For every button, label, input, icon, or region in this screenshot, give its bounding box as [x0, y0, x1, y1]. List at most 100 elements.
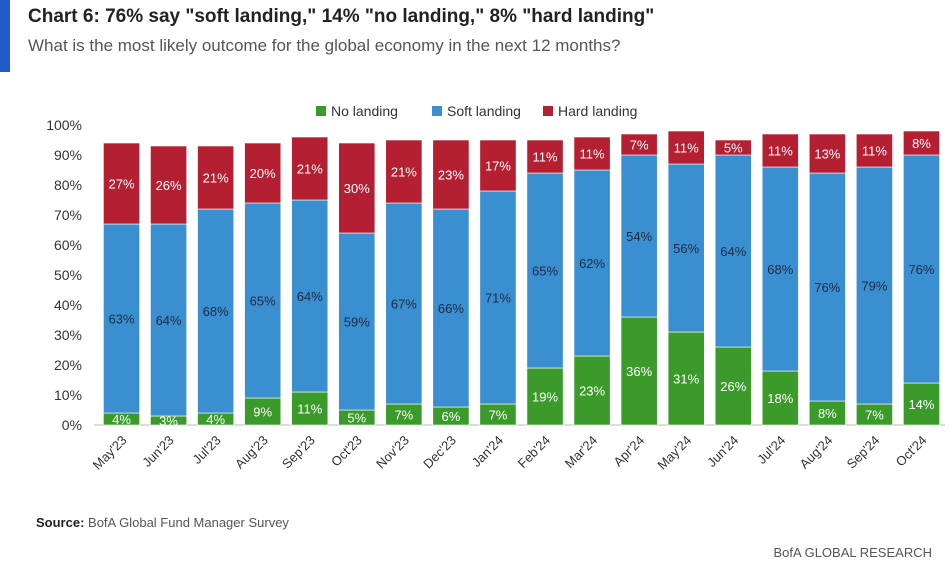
bar-soft-landing — [761, 166, 799, 372]
data-label-no-landing: 8% — [818, 406, 837, 421]
bar-hard-landing — [808, 133, 846, 174]
y-tick-label: 80% — [54, 177, 82, 193]
data-label-soft-landing: 65% — [250, 294, 276, 309]
data-label-hard-landing: 21% — [297, 162, 323, 177]
data-label-hard-landing: 30% — [344, 181, 370, 196]
data-label-hard-landing: 11% — [580, 147, 605, 162]
data-label-no-landing: 6% — [442, 409, 461, 424]
bar-no-landing — [808, 400, 846, 426]
y-tick-label: 30% — [54, 327, 82, 343]
bar-soft-landing — [385, 202, 423, 405]
bar-hard-landing — [432, 139, 470, 210]
bar-hard-landing — [103, 142, 140, 225]
data-label-hard-landing: 11% — [532, 150, 557, 165]
bar-hard-landing — [197, 145, 235, 210]
data-label-hard-landing: 13% — [814, 147, 840, 162]
y-tick-label: 20% — [54, 357, 82, 373]
bar-no-landing — [761, 370, 799, 426]
x-tick-label: Oct'24 — [893, 433, 930, 470]
x-tick-label: Jun'23 — [139, 433, 176, 470]
bar-soft-landing — [103, 223, 140, 414]
data-label-soft-landing: 64% — [156, 313, 182, 328]
data-label-hard-landing: 21% — [391, 165, 417, 180]
y-tick-label: 40% — [54, 297, 82, 313]
x-tick-label: Mar'24 — [562, 433, 600, 471]
bar-no-landing — [244, 397, 282, 426]
bar-hard-landing — [856, 133, 893, 168]
legend-swatch-soft-landing — [432, 106, 442, 116]
bar-hard-landing — [338, 142, 376, 234]
x-tick-label: Nov'23 — [373, 433, 412, 472]
bar-soft-landing — [244, 202, 282, 399]
source-label: Source: — [36, 515, 85, 530]
bar-hard-landing — [150, 145, 187, 225]
data-label-soft-landing: 62% — [579, 256, 605, 271]
chart-subtitle: What is the most likely outcome for the … — [28, 36, 621, 55]
bar-soft-landing — [856, 166, 893, 405]
y-tick-label: 90% — [54, 147, 82, 163]
brand-footer: BofA GLOBAL RESEARCH — [773, 545, 932, 560]
bar-hard-landing — [244, 142, 282, 204]
data-label-hard-landing: 11% — [862, 144, 887, 159]
bar-soft-landing — [150, 223, 187, 417]
data-label-soft-landing: 76% — [908, 262, 934, 277]
data-label-soft-landing: 68% — [767, 262, 793, 277]
bar-soft-landing — [714, 154, 752, 348]
data-label-soft-landing: 59% — [344, 315, 370, 330]
bar-soft-landing — [620, 154, 658, 318]
bar-soft-landing — [808, 172, 846, 402]
legend-swatch-hard-landing — [543, 106, 553, 116]
data-label-soft-landing: 64% — [720, 244, 746, 259]
data-label-hard-landing: 26% — [156, 178, 182, 193]
data-label-soft-landing: 56% — [673, 241, 699, 256]
data-label-soft-landing: 67% — [391, 297, 417, 312]
x-tick-label: Oct'23 — [328, 433, 365, 470]
data-label-no-landing: 3% — [159, 414, 178, 429]
data-label-soft-landing: 64% — [297, 289, 323, 304]
y-tick-label: 60% — [54, 237, 82, 253]
bar-no-landing — [573, 355, 611, 426]
bar-no-landing — [714, 346, 752, 426]
stacked-bar-chart: 0% 10% 20% 30% 40% 50% 60% 70% 80% 90% 100% No land… — [46, 103, 945, 473]
bar-hard-landing — [667, 130, 705, 165]
x-tick-label: Jan'24 — [469, 433, 506, 470]
x-tick-label: Sep'23 — [279, 433, 318, 472]
data-label-no-landing: 26% — [720, 379, 746, 394]
data-label-no-landing: 7% — [489, 408, 508, 423]
data-label-soft-landing: 76% — [814, 280, 840, 295]
y-tick-label: 10% — [54, 387, 82, 403]
x-tick-label: Aug'23 — [232, 433, 271, 472]
data-label-no-landing: 11% — [297, 402, 322, 417]
bar-hard-landing — [526, 139, 564, 174]
y-tick-label: 50% — [54, 267, 82, 283]
data-label-hard-landing: 8% — [912, 136, 931, 151]
data-label-hard-landing: 7% — [630, 138, 649, 153]
data-label-no-landing: 4% — [206, 412, 225, 427]
y-tick-label: 0% — [62, 417, 82, 433]
x-tick-label: Jul'23 — [189, 433, 223, 467]
data-label-hard-landing: 27% — [109, 177, 135, 192]
data-label-hard-landing: 11% — [674, 141, 699, 156]
bar-hard-landing — [761, 133, 799, 168]
bar-no-landing — [903, 382, 940, 426]
data-label-no-landing: 9% — [253, 405, 272, 420]
data-label-no-landing: 31% — [673, 372, 699, 387]
data-label-no-landing: 7% — [865, 408, 884, 423]
x-tick-label: May'24 — [654, 433, 694, 473]
legend-label-no-landing: No landing — [331, 103, 398, 119]
bar-soft-landing — [479, 190, 517, 405]
x-tick-label: Jun'24 — [704, 433, 741, 470]
legend-label-soft-landing: Soft landing — [447, 103, 521, 119]
bar-hard-landing — [620, 133, 658, 156]
legend-swatch-no-landing — [316, 106, 326, 116]
data-label-no-landing: 14% — [908, 397, 934, 412]
data-label-soft-landing: 79% — [861, 279, 887, 294]
bar-no-landing — [526, 367, 564, 426]
data-label-no-landing: 19% — [532, 390, 558, 405]
data-label-soft-landing: 68% — [203, 304, 229, 319]
bar-soft-landing — [573, 169, 611, 357]
bar-soft-landing — [903, 154, 940, 384]
data-label-no-landing: 18% — [767, 391, 793, 406]
bar-hard-landing — [291, 136, 329, 201]
bar-hard-landing — [714, 139, 752, 156]
